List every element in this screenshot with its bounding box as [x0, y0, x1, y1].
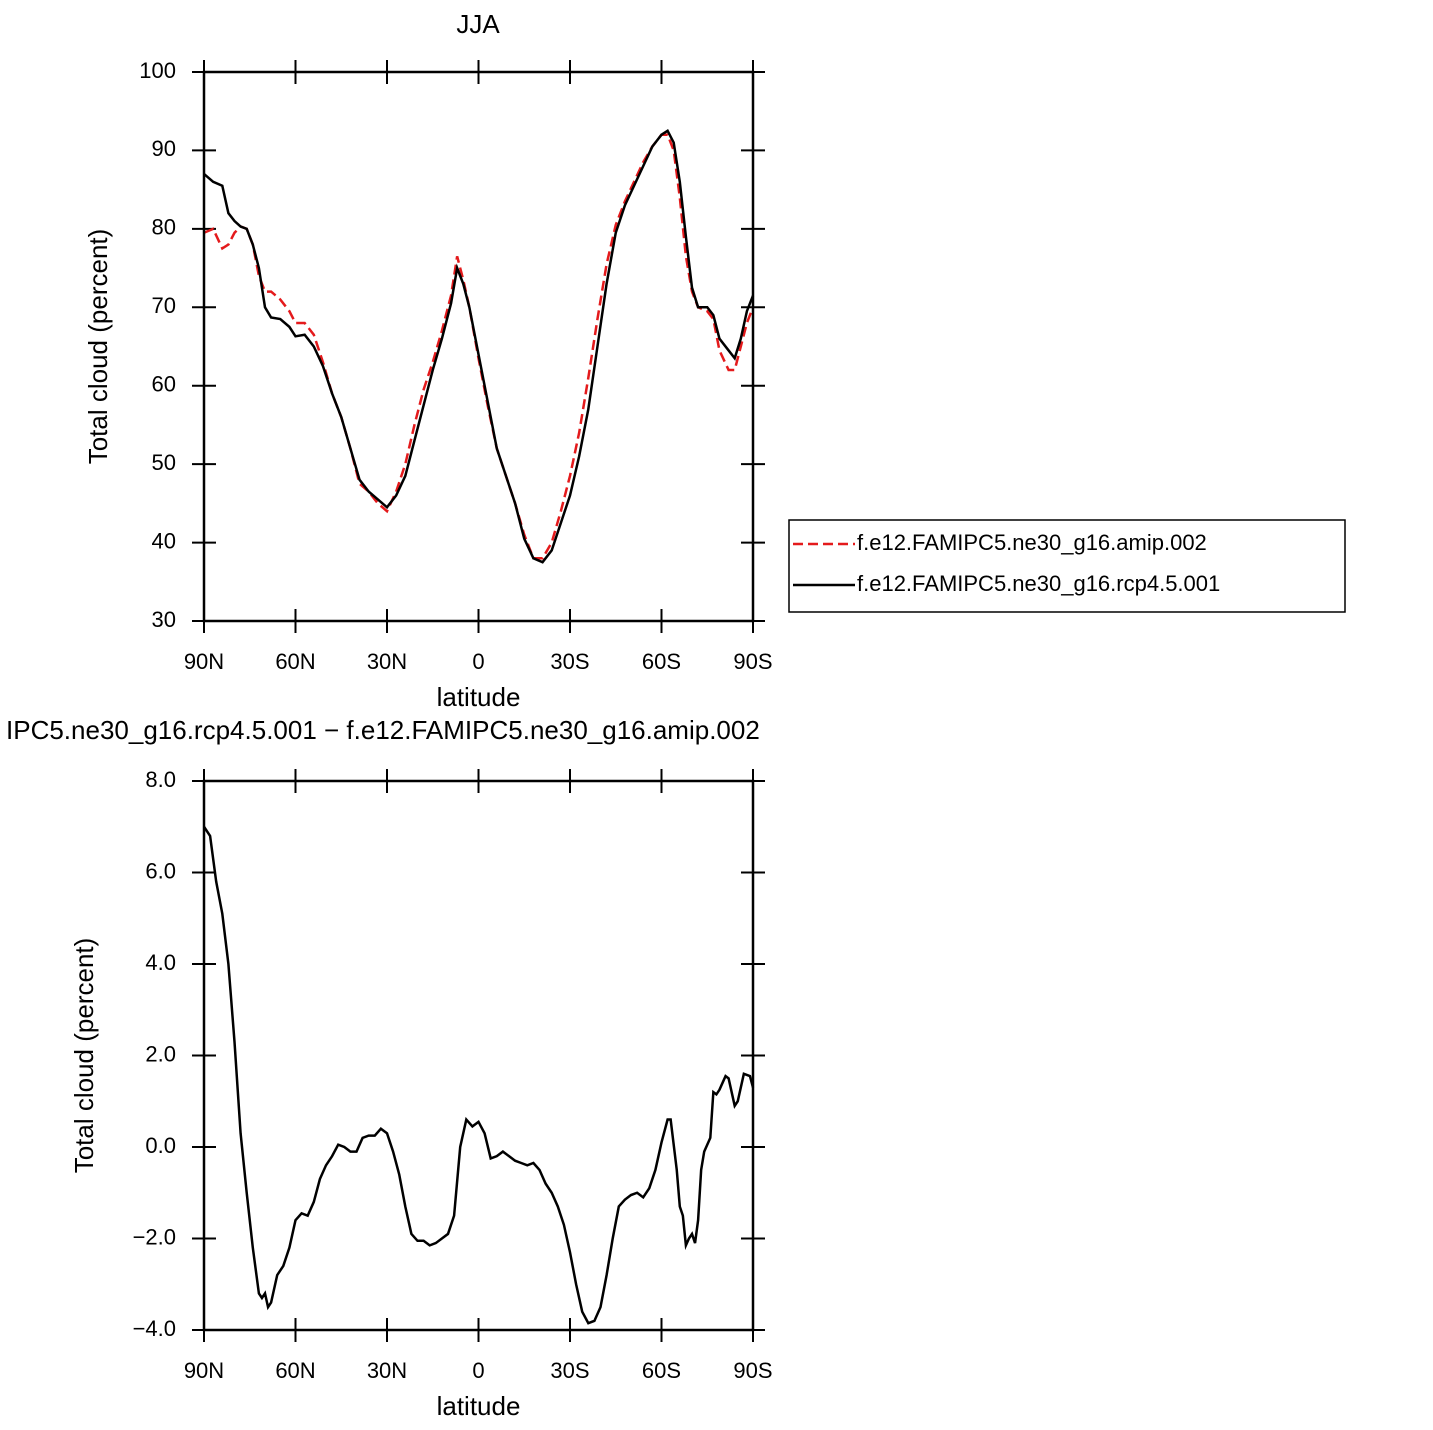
x-axis-label: latitude [437, 1391, 521, 1421]
y-tick-label: 100 [139, 58, 176, 83]
x-tick-label: 90S [733, 649, 772, 674]
y-tick-label: 50 [152, 450, 176, 475]
plot-frame [202, 70, 755, 623]
y-tick-label: 30 [152, 607, 176, 632]
y-axis-label: Total cloud (percent) [83, 229, 113, 465]
y-tick-label: −4.0 [133, 1316, 176, 1341]
x-tick-label: 30S [550, 1358, 589, 1383]
data-line [202, 826, 755, 1325]
y-tick-label: 80 [152, 215, 176, 240]
chart-title: JJA [456, 9, 500, 39]
legend-box [788, 519, 1346, 613]
plot-frame [202, 779, 755, 1332]
x-tick-label: 60N [275, 649, 315, 674]
y-tick-label: 70 [152, 293, 176, 318]
y-tick-label: 2.0 [145, 1041, 176, 1066]
x-tick-label: 60S [642, 649, 681, 674]
y-axis-label: Total cloud (percent) [69, 938, 99, 1174]
y-tick-label: 90 [152, 136, 176, 161]
chart-title: IPC5.ne30_g16.rcp4.5.001 − f.e12.FAMIPC5… [6, 715, 760, 745]
x-tick-label: 0 [472, 1358, 484, 1383]
y-tick-label: 4.0 [145, 950, 176, 975]
x-tick-label: 90N [184, 1358, 224, 1383]
x-tick-label: 60S [642, 1358, 681, 1383]
y-tick-label: 40 [152, 528, 176, 553]
legend-label: f.e12.FAMIPC5.ne30_g16.amip.002 [857, 530, 1207, 555]
data-line [203, 129, 755, 564]
x-tick-label: 90N [184, 649, 224, 674]
x-tick-label: 30N [367, 649, 407, 674]
y-tick-label: 6.0 [145, 858, 176, 883]
y-tick-label: 60 [152, 372, 176, 397]
y-tick-label: 0.0 [145, 1133, 176, 1158]
x-axis-label: latitude [437, 682, 521, 712]
x-tick-label: 30N [367, 1358, 407, 1383]
y-tick-label: 8.0 [145, 767, 176, 792]
x-tick-label: 30S [550, 649, 589, 674]
x-tick-label: 0 [472, 649, 484, 674]
legend-label: f.e12.FAMIPC5.ne30_g16.rcp4.5.001 [857, 571, 1220, 596]
x-tick-label: 90S [733, 1358, 772, 1383]
data-line [203, 133, 755, 560]
y-tick-label: −2.0 [133, 1224, 176, 1249]
x-tick-label: 60N [275, 1358, 315, 1383]
